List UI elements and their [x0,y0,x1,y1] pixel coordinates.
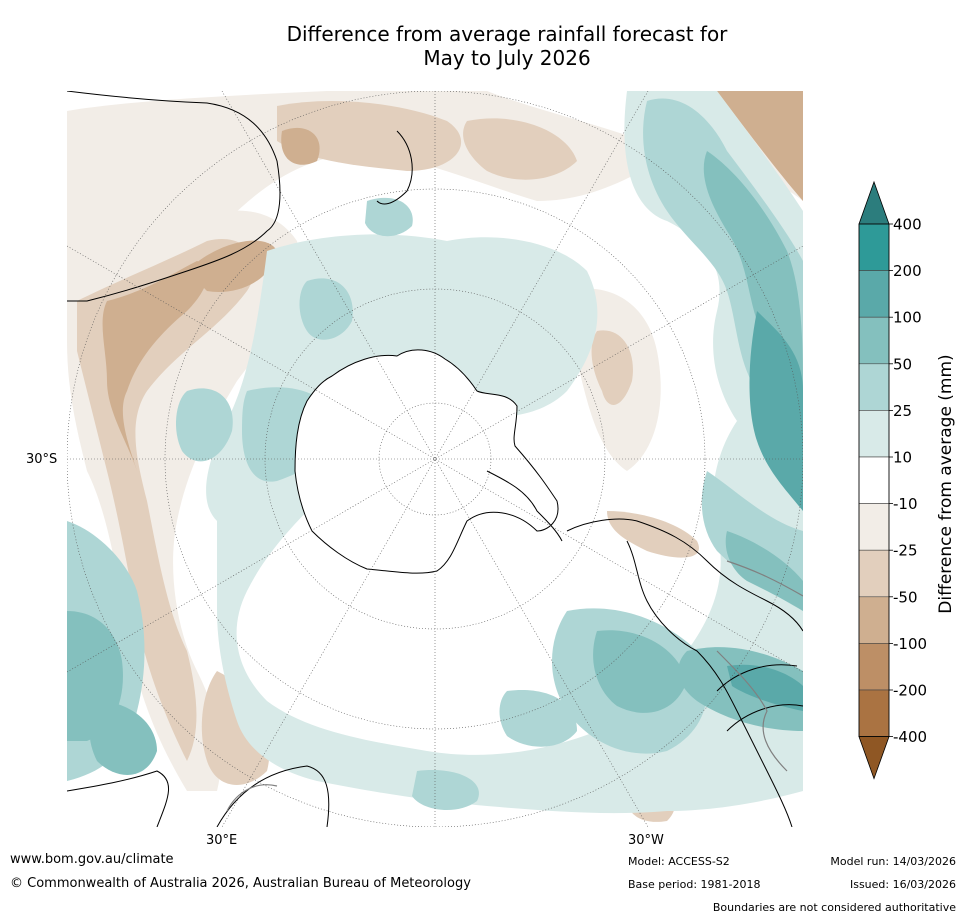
colorbar-tick-label: 200 [893,262,922,280]
colorbar-swatches [858,180,890,780]
colorbar-tick-label: 50 [893,355,912,373]
colorbar-swatch [858,643,890,691]
title-line-2: May to July 2026 [423,46,591,70]
colorbar-title: Difference from average (mm) [936,354,956,614]
footer-model-run: Model run: 14/03/2026 [830,855,956,868]
colorbar-frame [858,223,890,737]
coastlines [67,91,803,827]
footer-base-period: Base period: 1981-2018 [628,878,761,891]
colorbar: 400 200 100 50 25 10 -10 -25 -50 -100 -200 -400 [858,180,927,780]
footer-copyright: © Commonwealth of Australia 2026, Austra… [10,876,471,891]
title-line-1: Difference from average rainfall forecas… [286,22,728,46]
colorbar-swatch [858,596,890,644]
colorbar-swatch [858,549,890,598]
colorbar-tick-label: 400 [893,216,922,234]
graticule [67,91,803,827]
longitude-label-30w: 30°W [628,833,664,848]
footer-model: Model: ACCESS-S2 [628,855,730,868]
boundaries [226,560,803,812]
footer-issued: Issued: 16/03/2026 [849,878,956,891]
colorbar-tick-label: -10 [893,495,918,513]
colorbar-swatch [858,363,890,411]
footer-disclaimer: Boundaries are not considered authoritat… [712,901,956,914]
colorbar-swatch [858,456,890,504]
colorbar-tick-label: -100 [893,635,927,653]
colorbar-swatch [858,223,890,271]
colorbar-swatch [858,410,890,458]
colorbar-swatch [858,316,890,365]
colorbar-swatch [858,270,890,318]
colorbar-tick-label: 100 [893,309,922,327]
colorbar-tick-label: -200 [893,682,927,700]
colorbar-tick-label: -50 [893,588,918,606]
antarctic-peninsula-coast [486,470,563,542]
rainfall-anomaly-map [67,91,803,827]
colorbar-tick-label: -25 [893,542,918,560]
colorbar-extend-bottom [858,736,890,780]
colorbar-tick-label: -400 [893,728,927,746]
colorbar-tick-label: 25 [893,402,912,420]
latitude-label-30s: 30°S [26,452,58,467]
colorbar-extend-top [858,180,890,225]
antarctica-outline [294,349,559,574]
colorbar-swatch [858,689,890,737]
footer-url: www.bom.gov.au/climate [10,852,174,867]
longitude-label-30e: 30°E [206,833,238,848]
colorbar-ticks: 400 200 100 50 25 10 -10 -25 -50 -100 -200 -400 [889,216,927,746]
colorbar-swatch [858,503,890,551]
map-title: Difference from average rainfall forecas… [0,22,965,70]
colorbar-tick-label: 10 [893,449,912,467]
